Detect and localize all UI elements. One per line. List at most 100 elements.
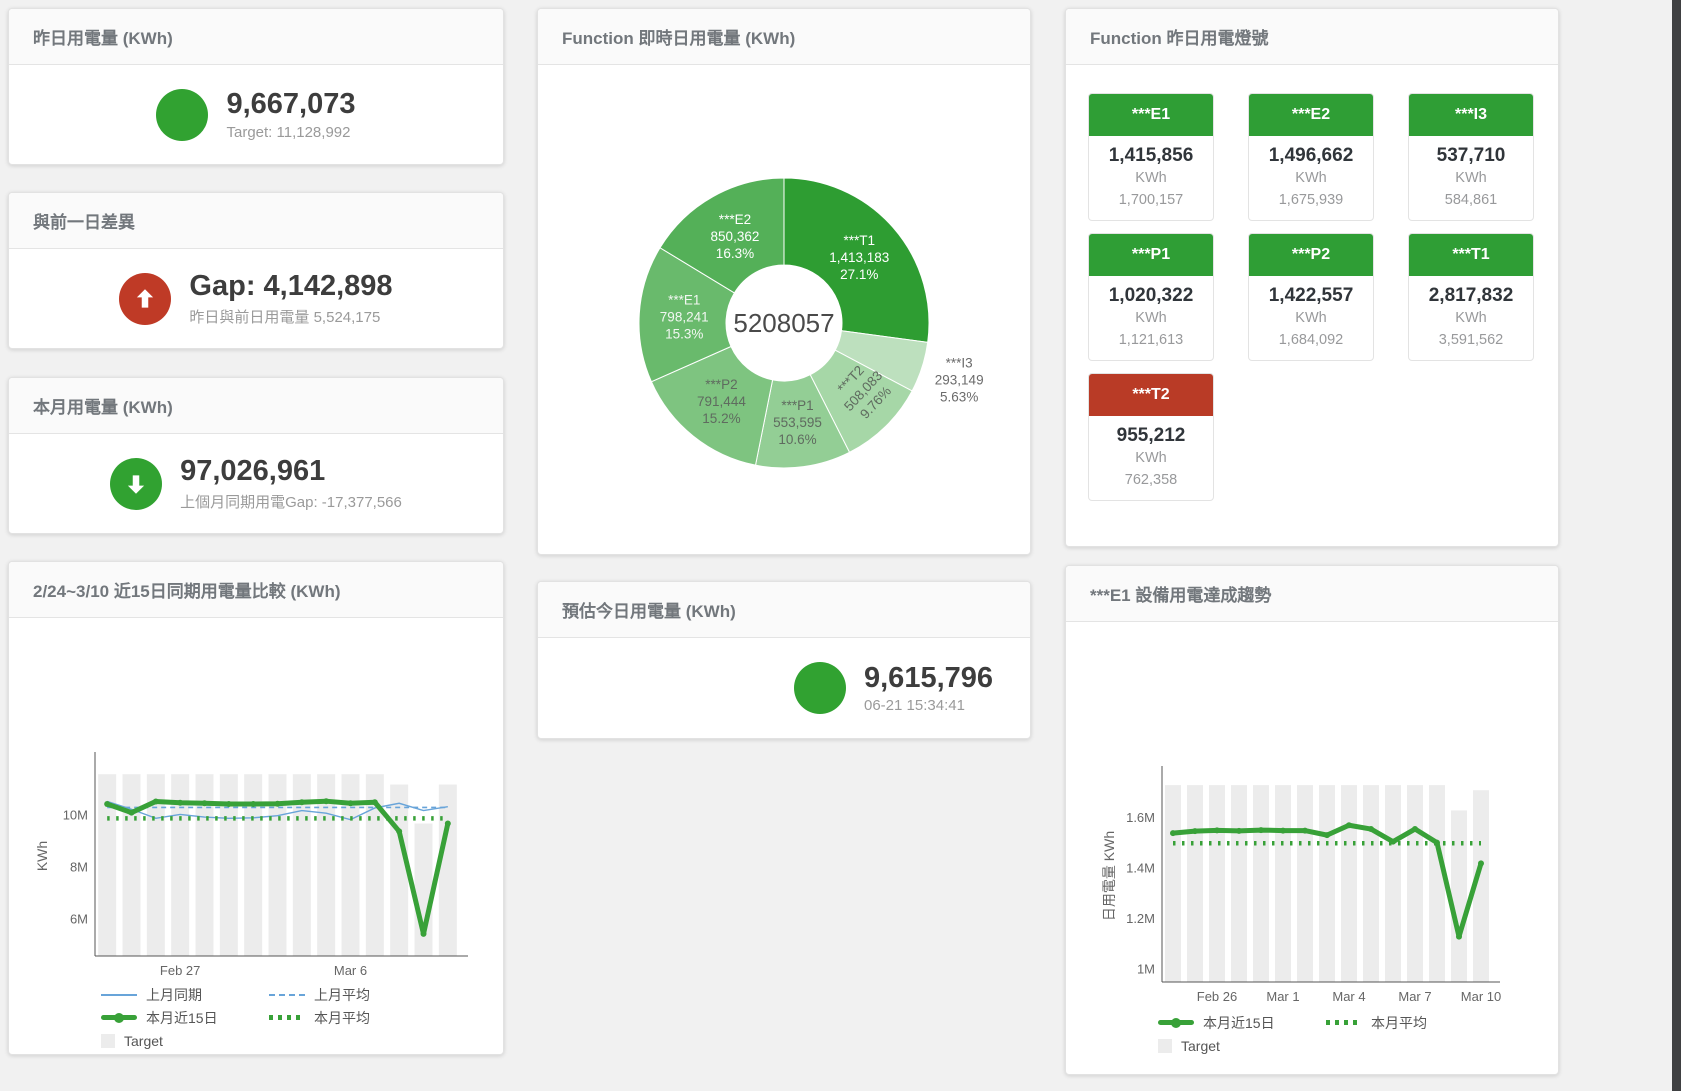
legend-item[interactable]: 本月平均 xyxy=(269,1007,437,1028)
y-tick-label: 10M xyxy=(63,808,88,823)
target-bar xyxy=(1187,785,1203,982)
target-bar xyxy=(1363,785,1379,982)
tile-header: ***E1 xyxy=(1089,94,1213,136)
y-tick-label: 1.2M xyxy=(1126,911,1155,926)
tile-unit: KWh xyxy=(1295,170,1327,186)
card-day-gap: 與前一日差異 Gap: 4,142,898 昨日與前日用電量 5,524,175 xyxy=(8,192,504,349)
donut-segment[interactable] xyxy=(659,177,785,294)
yesterday-usage-target: Target: 11,128,992 xyxy=(226,123,351,141)
target-bar xyxy=(268,774,287,956)
series-line xyxy=(106,800,448,821)
light-tile[interactable]: ***T1 2,817,832 KWh 3,591,562 xyxy=(1408,232,1534,361)
yesterday-usage-body: 9,667,073 Target: 11,128,992 xyxy=(9,65,503,164)
tile-value: 1,415,856 xyxy=(1108,145,1194,166)
donut-segment-label: ***T1 1,413,183 27.1% xyxy=(829,233,889,282)
status-circle-green-icon xyxy=(156,88,209,141)
compare-chart-legend: 上月同期 上月平均本月近15日 本月平均 Target xyxy=(101,984,503,1051)
card-title: 本月用電量 (KWh) xyxy=(9,378,503,434)
tile-target: 3,591,562 xyxy=(1438,332,1504,349)
series-point xyxy=(1214,827,1220,834)
y-axis-label: KWh xyxy=(34,841,50,871)
target-bar xyxy=(244,774,263,956)
legend-swatch-dotted-icon xyxy=(1326,1020,1362,1025)
day-gap-text: Gap: 4,142,898 昨日與前日用電量 5,524,175 xyxy=(189,270,392,326)
compare-chart: 6M 8M 10M KWh Feb 27 Mar 6 xyxy=(34,752,468,978)
donut-segment[interactable] xyxy=(650,345,774,466)
target-bar xyxy=(1451,810,1467,982)
scrollbar[interactable] xyxy=(1672,0,1681,1091)
card-title: 昨日用電量 (KWh) xyxy=(9,9,503,65)
donut-segment-label: ***P2 791,444 15.2% xyxy=(697,377,746,426)
legend-item[interactable]: 上月同期 xyxy=(101,984,269,1005)
e1-trend-legend: 本月近15日 本月平均 Target xyxy=(1158,1012,1558,1056)
series-point xyxy=(250,801,257,808)
card-title: Function 昨日用電燈號 xyxy=(1066,9,1558,65)
donut-segment-label: ***E2 850,362 16.3% xyxy=(711,212,760,261)
series-point xyxy=(420,930,427,937)
series-point xyxy=(128,809,135,816)
series-point xyxy=(323,798,330,805)
tile-unit: KWh xyxy=(1455,170,1487,186)
card-lights: Function 昨日用電燈號 ***E1 1,415,856 KWh 1,700,1… xyxy=(1065,8,1559,547)
target-bar xyxy=(171,774,190,956)
series-point xyxy=(1368,826,1374,833)
arrow-up-icon xyxy=(119,272,172,325)
card-compare-chart: 2/24~3/10 近15日同期用電量比較 (KWh) 6M 8M 10M KWh Fe… xyxy=(8,561,504,1055)
light-tile[interactable]: ***P1 1,020,322 KWh 1,121,613 xyxy=(1088,232,1214,361)
card-title: 預估今日用電量 (KWh) xyxy=(538,582,1030,638)
legend-item[interactable]: 本月近15日 xyxy=(1158,1012,1326,1033)
legend-item[interactable]: Target xyxy=(1158,1035,1326,1056)
light-tile[interactable]: ***P2 1,422,557 KWh 1,684,092 xyxy=(1248,232,1374,361)
light-tile[interactable]: ***T2 955,212 KWh 762,358 xyxy=(1088,372,1214,501)
x-tick-label: Feb 26 xyxy=(1197,989,1237,1004)
forecast-text: 9,615,796 06-21 15:34:41 xyxy=(864,662,993,714)
light-tile[interactable]: ***E1 1,415,856 KWh 1,700,157 xyxy=(1088,93,1214,221)
target-bar xyxy=(1473,790,1489,982)
yesterday-usage-text: 9,667,073 Target: 11,128,992 xyxy=(226,88,355,140)
series-point xyxy=(347,800,354,807)
legend-label: 本月近15日 xyxy=(146,1009,218,1026)
card-title: ***E1 設備用電達成趨勢 xyxy=(1066,566,1558,622)
lights-grid: ***E1 1,415,856 KWh 1,700,157 ***E2 1,496,662… xyxy=(1066,65,1558,529)
series-point xyxy=(1346,822,1352,829)
target-bar xyxy=(1275,785,1291,982)
status-circle-green-icon xyxy=(794,662,846,714)
donut-center-value: 5208057 xyxy=(733,308,834,338)
light-tile[interactable]: ***E2 1,496,662 KWh 1,675,939 xyxy=(1248,93,1374,221)
tile-target: 1,700,157 xyxy=(1118,192,1184,209)
card-realtime-donut: Function 即時日用電量 (KWh) ***T1 1,413,183 27.1… xyxy=(537,8,1031,555)
tile-value: 1,020,322 xyxy=(1108,284,1194,306)
card-yesterday-usage: 昨日用電量 (KWh) 9,667,073 Target: 11,128,992 xyxy=(8,8,504,165)
month-usage-gap: 上個月同期用電Gap: -17,377,566 xyxy=(180,493,402,511)
series-point xyxy=(274,800,281,807)
card-title: 與前一日差異 xyxy=(9,193,503,249)
legend-item[interactable]: Target xyxy=(101,1030,269,1051)
forecast-timestamp: 06-21 15:34:41 xyxy=(864,697,965,715)
series-point xyxy=(104,801,111,808)
x-tick-label: Mar 10 xyxy=(1461,989,1501,1004)
legend-label: 本月平均 xyxy=(1371,1014,1427,1031)
legend-item[interactable]: 本月近15日 xyxy=(101,1007,269,1028)
y-tick-label: 1M xyxy=(1137,961,1155,976)
tile-header: ***T1 xyxy=(1409,233,1533,276)
tile-header: ***E2 xyxy=(1249,94,1373,136)
target-bar xyxy=(1407,785,1423,982)
month-usage-text: 97,026,961 上個月同期用電Gap: -17,377,566 xyxy=(180,455,402,511)
realtime-donut-chart: ***T1 1,413,183 27.1%***I3 293,149 5.63%***T… xyxy=(638,177,984,469)
legend-swatch-square-icon xyxy=(101,1033,115,1048)
tile-value: 1,496,662 xyxy=(1268,145,1354,166)
donut-segment[interactable] xyxy=(638,247,736,383)
card-forecast: 預估今日用電量 (KWh) 9,615,796 06-21 15:34:41 xyxy=(537,581,1031,739)
light-tile[interactable]: ***I3 537,710 KWh 584,861 xyxy=(1408,93,1534,221)
donut-segment[interactable] xyxy=(783,177,930,343)
series-point xyxy=(201,800,208,807)
legend-item[interactable]: 上月平均 xyxy=(269,984,437,1005)
donut-segment-label: ***P1 553,595 10.6% xyxy=(773,398,822,447)
legend-item[interactable]: 本月平均 xyxy=(1326,1012,1494,1033)
legend-swatch-thin-icon xyxy=(101,993,137,996)
y-tick-label: 6M xyxy=(70,912,88,927)
x-tick-label: Mar 7 xyxy=(1398,989,1431,1004)
legend-swatch-thick-icon xyxy=(1158,1020,1194,1025)
target-bar xyxy=(146,774,165,956)
tile-unit: KWh xyxy=(1135,170,1167,186)
